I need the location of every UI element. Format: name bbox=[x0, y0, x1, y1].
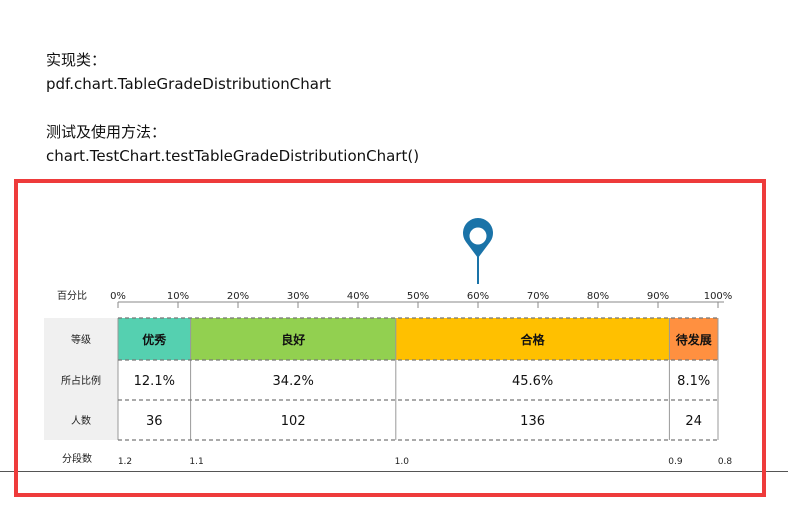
percent-tick-label: 10% bbox=[167, 291, 189, 302]
breakpoint-value: 1.1 bbox=[189, 457, 203, 467]
percent-tick-label: 50% bbox=[407, 291, 429, 302]
percent-tick-label: 0% bbox=[110, 291, 126, 302]
class-label: 实现类： bbox=[46, 51, 107, 69]
percent-tick-label: 30% bbox=[287, 291, 309, 302]
row-label-cell bbox=[44, 318, 118, 360]
usage-method: chart.TestChart.testTableGradeDistributi… bbox=[46, 147, 420, 165]
grade-cell bbox=[669, 318, 718, 360]
row-label: 所占比例 bbox=[61, 374, 101, 387]
marker-hole bbox=[469, 227, 487, 245]
percent-tick-label: 90% bbox=[647, 291, 669, 302]
percent-tick-label: 40% bbox=[347, 291, 369, 302]
grade-name: 合格 bbox=[521, 332, 546, 347]
grade-name: 待发展 bbox=[676, 332, 712, 347]
page-divider bbox=[0, 471, 788, 472]
grade-cell bbox=[118, 318, 191, 360]
grade-name: 良好 bbox=[281, 332, 305, 347]
breakpoint-value: 0.9 bbox=[668, 457, 683, 467]
intro-text: 实现类： pdf.chart.TableGradeDistributionCha… bbox=[46, 48, 419, 168]
breakpoint-value: 1.0 bbox=[395, 457, 410, 467]
breakpoint-value: 1.2 bbox=[118, 457, 132, 467]
grade-cell bbox=[395, 318, 670, 360]
percent-tick-label: 20% bbox=[227, 291, 249, 302]
row-label: 等级 bbox=[71, 333, 91, 346]
breakpoint-value: 0.8 bbox=[718, 457, 733, 467]
grade-ratio: 34.2% bbox=[273, 374, 314, 389]
percent-tick-label: 70% bbox=[527, 291, 549, 302]
axis-label: 百分比 bbox=[57, 290, 87, 302]
breakpoints-label: 分段数 bbox=[62, 452, 92, 465]
grade-count: 36 bbox=[146, 414, 163, 429]
grade-count: 102 bbox=[281, 414, 306, 429]
grade-cell bbox=[190, 318, 396, 360]
grade-count: 136 bbox=[520, 414, 545, 429]
grade-ratio: 8.1% bbox=[677, 374, 710, 389]
class-name: pdf.chart.TableGradeDistributionChart bbox=[46, 75, 332, 93]
chart-highlight-frame bbox=[14, 179, 766, 497]
row-label: 人数 bbox=[71, 414, 91, 427]
usage-label: 测试及使用方法： bbox=[46, 123, 167, 141]
grade-ratio: 45.6% bbox=[512, 374, 553, 389]
row-label-cell bbox=[44, 360, 118, 400]
grade-count: 24 bbox=[685, 414, 702, 429]
grade-name: 优秀 bbox=[142, 332, 167, 347]
percent-tick-label: 60% bbox=[467, 291, 489, 302]
grade-ratio: 12.1% bbox=[134, 374, 175, 389]
percent-tick-label: 80% bbox=[587, 291, 609, 302]
percent-tick-label: 100% bbox=[704, 291, 733, 302]
row-label-cell bbox=[44, 400, 118, 440]
